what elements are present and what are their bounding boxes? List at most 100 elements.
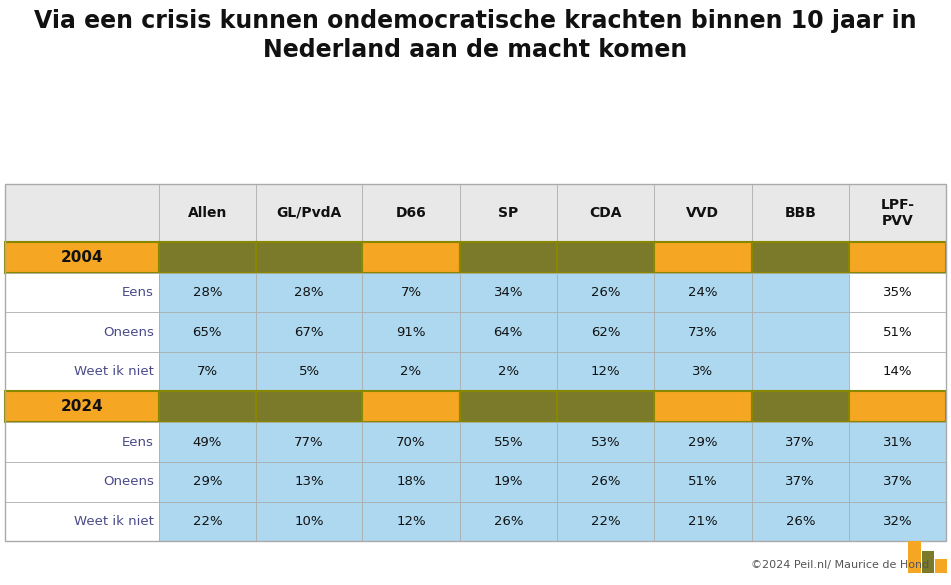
Bar	[654, 312, 751, 352]
Text: 22%: 22%	[591, 515, 620, 528]
Bar	[256, 501, 362, 541]
Text: GL/PvdA: GL/PvdA	[277, 206, 341, 220]
Text: 14%: 14%	[883, 365, 912, 378]
Text: Eens: Eens	[122, 436, 154, 449]
Bar	[459, 501, 557, 541]
Bar	[159, 273, 256, 312]
Bar	[256, 273, 362, 312]
Bar	[5, 184, 159, 242]
Bar	[459, 184, 557, 242]
Bar	[908, 541, 921, 573]
Bar	[362, 242, 459, 273]
Bar	[5, 422, 159, 462]
Bar	[557, 501, 654, 541]
Bar	[654, 422, 751, 462]
Text: 13%: 13%	[295, 475, 324, 488]
Text: Oneens: Oneens	[103, 325, 154, 339]
Bar	[751, 312, 849, 352]
Bar	[256, 242, 362, 273]
Text: CDA: CDA	[590, 206, 622, 220]
Text: 26%: 26%	[786, 515, 815, 528]
Bar	[159, 312, 256, 352]
Bar	[751, 352, 849, 391]
Bar	[654, 462, 751, 501]
Bar	[557, 352, 654, 391]
Text: VVD: VVD	[687, 206, 719, 220]
Bar	[849, 312, 946, 352]
Text: 2%: 2%	[497, 365, 519, 378]
Text: 91%: 91%	[397, 325, 426, 339]
Bar	[459, 242, 557, 273]
Bar	[459, 391, 557, 422]
Text: D66: D66	[396, 206, 426, 220]
Bar	[362, 273, 459, 312]
Text: 2%: 2%	[400, 365, 421, 378]
Bar	[362, 501, 459, 541]
Text: Eens: Eens	[122, 286, 154, 299]
Bar	[557, 391, 654, 422]
Text: Via een crisis kunnen ondemocratische krachten binnen 10 jaar in
Nederland aan d: Via een crisis kunnen ondemocratische kr…	[34, 9, 917, 63]
Text: 18%: 18%	[397, 475, 426, 488]
Text: 2024: 2024	[60, 400, 103, 414]
Text: 26%: 26%	[591, 475, 620, 488]
Bar	[751, 462, 849, 501]
Bar	[849, 501, 946, 541]
Bar	[654, 184, 751, 242]
Text: 70%: 70%	[397, 436, 426, 449]
Text: Oneens: Oneens	[103, 475, 154, 488]
Bar	[751, 273, 849, 312]
Bar	[557, 184, 654, 242]
Bar	[362, 352, 459, 391]
Text: 32%: 32%	[883, 515, 912, 528]
Bar	[256, 422, 362, 462]
Bar	[362, 184, 459, 242]
Text: 35%: 35%	[883, 286, 912, 299]
Text: SP: SP	[498, 206, 518, 220]
Bar	[654, 273, 751, 312]
Bar	[849, 352, 946, 391]
Text: 26%: 26%	[591, 286, 620, 299]
Text: 64%: 64%	[494, 325, 523, 339]
Text: Weet ik niet: Weet ik niet	[74, 365, 154, 378]
Bar	[159, 462, 256, 501]
Bar	[849, 273, 946, 312]
Bar	[557, 242, 654, 273]
Bar	[159, 422, 256, 462]
Bar	[159, 501, 256, 541]
Bar	[557, 273, 654, 312]
Text: 28%: 28%	[295, 286, 324, 299]
Bar	[459, 273, 557, 312]
Bar	[557, 462, 654, 501]
Text: 67%: 67%	[295, 325, 324, 339]
Text: LPF-
PVV: LPF- PVV	[881, 198, 915, 228]
Bar	[362, 391, 459, 422]
Bar	[5, 501, 159, 541]
Bar	[751, 391, 849, 422]
Bar	[849, 462, 946, 501]
Text: 31%: 31%	[883, 436, 912, 449]
Text: 29%: 29%	[689, 436, 718, 449]
Bar	[5, 184, 946, 541]
Text: 19%: 19%	[494, 475, 523, 488]
Text: 62%: 62%	[591, 325, 620, 339]
Bar	[5, 391, 159, 422]
Bar	[5, 352, 159, 391]
Bar	[256, 184, 362, 242]
Text: 22%: 22%	[192, 515, 223, 528]
Bar	[849, 184, 946, 242]
Bar	[5, 273, 159, 312]
Text: Weet ik niet: Weet ik niet	[74, 515, 154, 528]
Bar	[849, 422, 946, 462]
Bar	[5, 312, 159, 352]
Bar	[256, 352, 362, 391]
Bar	[459, 422, 557, 462]
Bar	[5, 242, 159, 273]
Bar	[256, 312, 362, 352]
Bar	[751, 242, 849, 273]
Bar	[256, 391, 362, 422]
Bar	[654, 242, 751, 273]
Text: 53%: 53%	[591, 436, 620, 449]
Text: 28%: 28%	[193, 286, 223, 299]
Text: 7%: 7%	[197, 365, 218, 378]
Bar	[751, 501, 849, 541]
